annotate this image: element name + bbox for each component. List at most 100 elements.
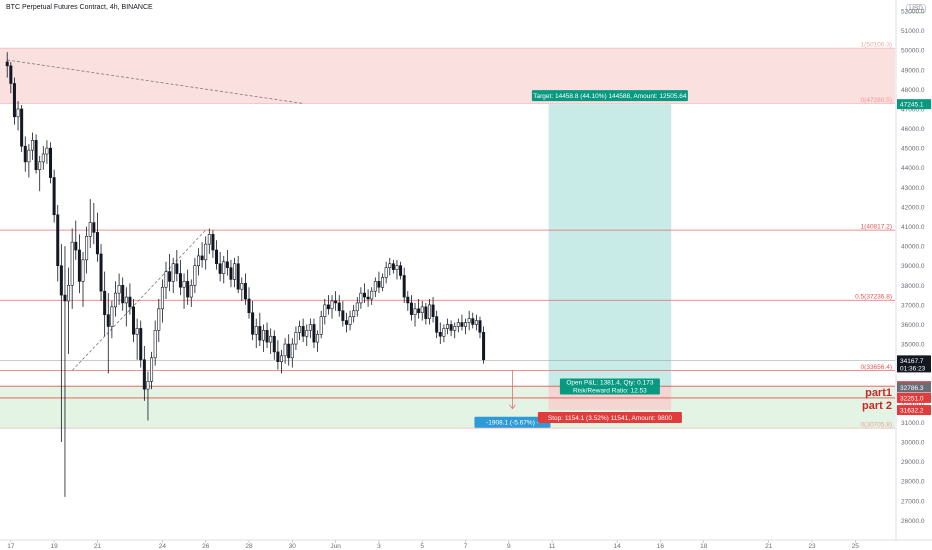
candle-body [337, 302, 341, 312]
candle-body [265, 330, 269, 343]
candle-body [399, 265, 403, 276]
candle-body [326, 304, 330, 310]
candle-body [229, 267, 233, 280]
candle-body [103, 290, 107, 315]
candle-body [117, 284, 121, 294]
fib-level-label: 0.5(37236.8) [855, 294, 892, 301]
candle-body [95, 232, 99, 255]
x-tick-label: 17 [7, 543, 15, 550]
candle-body [211, 234, 215, 251]
candle-body [189, 284, 193, 298]
candle-body [319, 316, 323, 335]
candle-body [251, 312, 255, 335]
y-tick-label: 29000.0 [901, 459, 925, 466]
candle-body [70, 241, 74, 286]
candle-body [16, 108, 20, 118]
risk-reward-label: Risk/Reward Ratio: 12.53 [573, 387, 647, 394]
candle-body [355, 302, 359, 312]
candle-body [341, 310, 345, 321]
stop-label-bg [537, 412, 682, 424]
candle-body [182, 281, 186, 288]
y-tick-label: 46000.0 [901, 126, 925, 133]
y-tick-label: 40000.0 [901, 244, 925, 251]
y-tick-label: 44000.0 [901, 165, 925, 172]
candle-body [370, 290, 374, 300]
price-label-bg [897, 405, 931, 416]
candle-body [215, 249, 219, 265]
price-label: 32786.3 [900, 385, 924, 392]
candle-body [409, 302, 413, 315]
price-label: 32251.0 [900, 395, 924, 402]
x-tick-label: 30 [289, 543, 297, 550]
candle-body [420, 306, 424, 314]
price-label-bg [897, 99, 931, 110]
candle-body [135, 328, 139, 335]
candle-body [157, 308, 161, 331]
y-tick-label: 36000.0 [901, 322, 925, 329]
measure-label-bg [474, 416, 551, 428]
candle-body [381, 277, 385, 288]
candle-body [261, 330, 265, 341]
candle-body [279, 355, 283, 363]
candle-body [290, 343, 294, 359]
price-label: 34167.7 [900, 358, 924, 365]
pnl-label-bg [559, 378, 660, 395]
x-tick-label: 7 [464, 543, 468, 550]
candle-body [316, 333, 320, 343]
candle-body [445, 324, 449, 329]
candle-body [27, 149, 31, 163]
y-tick-label: 49000.0 [901, 67, 925, 74]
candle-body [222, 261, 226, 274]
candle-body [45, 147, 49, 155]
candle-body [247, 298, 251, 314]
candle-body [23, 145, 27, 163]
candle-body [334, 300, 338, 304]
candle-body [460, 322, 464, 327]
fib-level-label: 0(47280.5) [861, 97, 892, 104]
x-tick-label: 25 [852, 543, 860, 550]
x-tick-label: 28 [245, 543, 253, 550]
candle-body [276, 351, 280, 363]
y-tick-label: 30000.0 [901, 440, 925, 447]
candle-body [164, 271, 168, 288]
candle-body [431, 304, 435, 317]
chart-title: BTC Perpetual Futures Contract, 4h, BINA… [6, 4, 153, 11]
candle-body [413, 308, 417, 315]
candle-body [464, 322, 468, 327]
upper-resistance-zone [0, 48, 895, 104]
y-tick-label: 27000.0 [901, 498, 925, 505]
price-label: 47245.1 [900, 102, 924, 109]
stop-label: Stop: 1154.1 (3.52%) 11541, Amount: 9800 [548, 415, 672, 422]
candle-body [178, 273, 182, 288]
y-tick-label: 47000.0 [901, 106, 925, 113]
candle-body [471, 318, 475, 325]
price-label-bg [897, 392, 931, 403]
y-tick-label: 35000.0 [901, 342, 925, 349]
y-tick-label: 31000.0 [901, 420, 925, 427]
candle-body [287, 343, 291, 359]
candle-body [308, 324, 312, 331]
candle-body [193, 265, 197, 286]
candle-body [142, 359, 146, 390]
candle-body [171, 263, 175, 282]
candle-body [388, 263, 392, 268]
candle-body [204, 243, 208, 261]
candle-body [482, 332, 486, 361]
candle-body [34, 140, 38, 171]
annotation-text: part1 [865, 387, 892, 399]
lower-support-zone [0, 386, 895, 429]
y-tick-label: 50000.0 [901, 48, 925, 55]
y-tick-label: 43000.0 [901, 185, 925, 192]
y-tick-label: 37000.0 [901, 302, 925, 309]
candle-body [417, 308, 421, 314]
trendline [71, 229, 206, 371]
candle-body [56, 214, 60, 267]
candle-body [348, 316, 352, 325]
measure-label: -1908.1 (-5.67%) - [486, 420, 539, 427]
candle-body [85, 236, 89, 261]
candle-body [330, 300, 334, 310]
candle-body [424, 306, 428, 319]
y-tick-label: 51000.0 [901, 28, 925, 35]
currency-badge[interactable]: USD [906, 4, 926, 13]
